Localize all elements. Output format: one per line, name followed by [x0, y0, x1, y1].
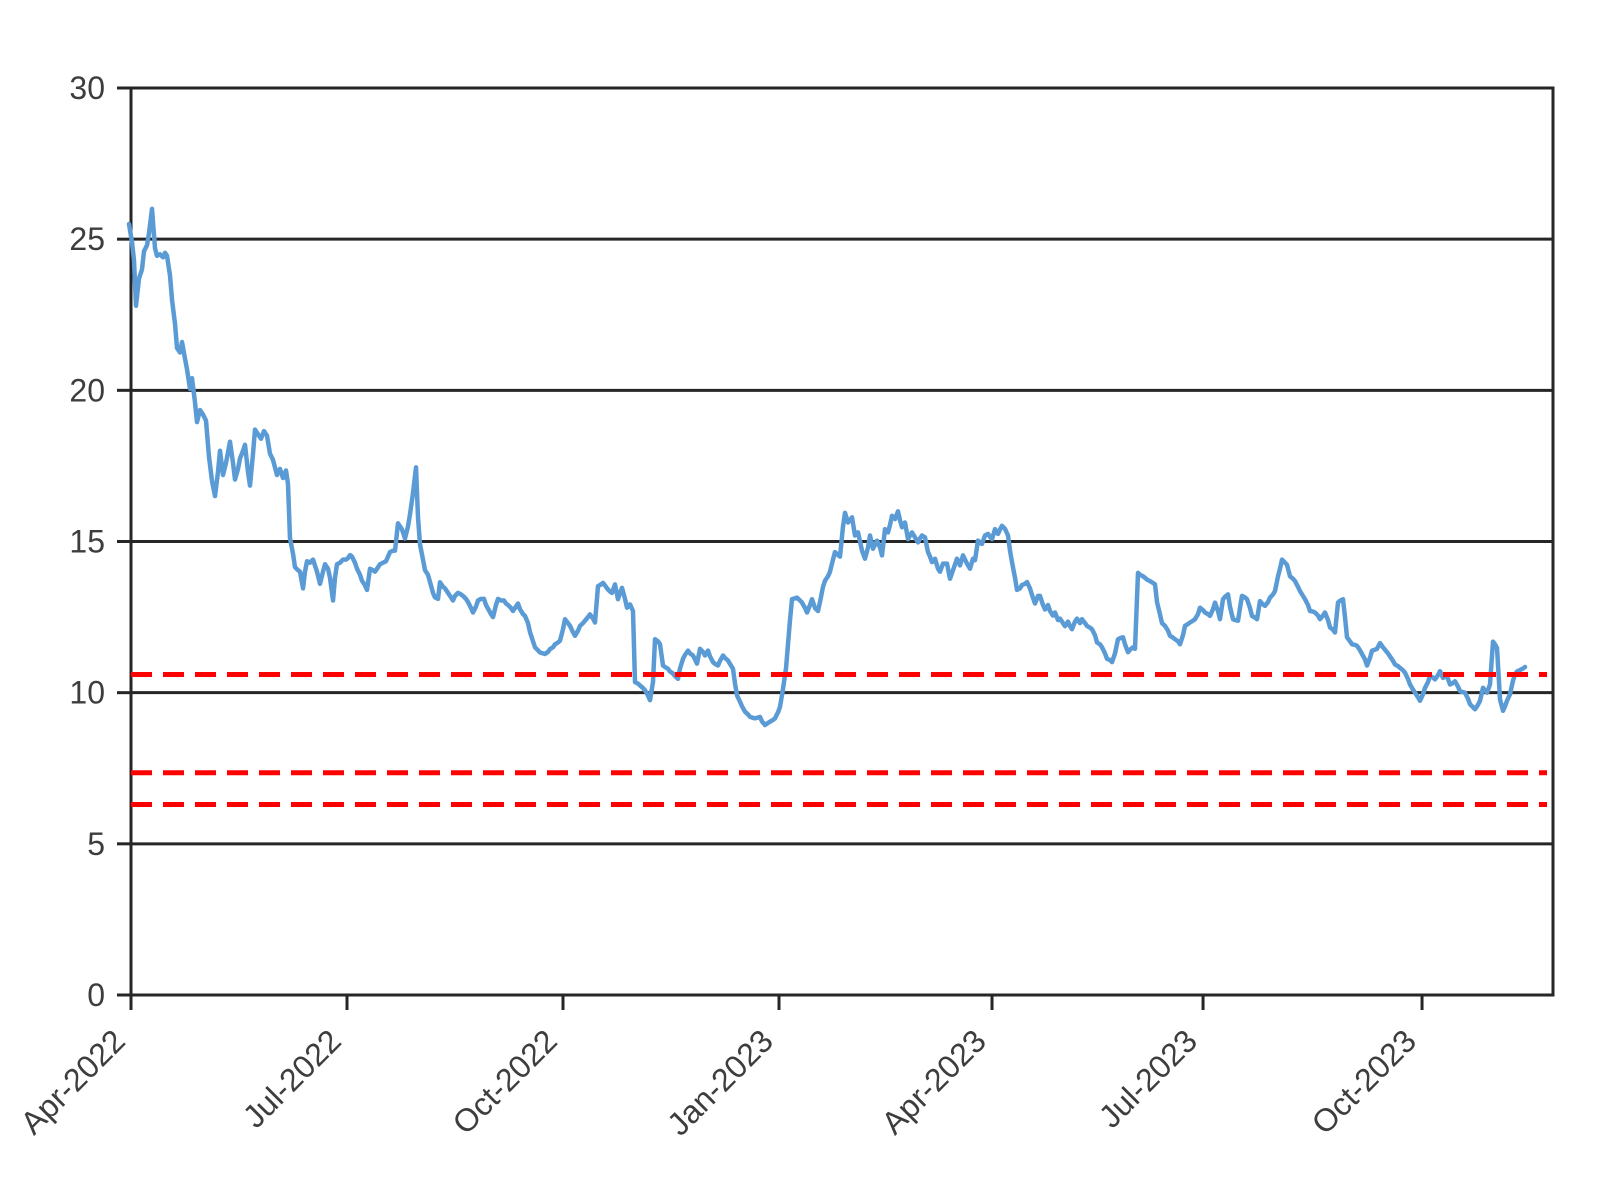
series-layer: [126, 206, 1528, 728]
y-axis-tick-label: 0: [87, 977, 105, 1013]
axis-ticks-layer: [117, 86, 1424, 1010]
x-axis-tick-label: Apr-2022: [13, 1022, 132, 1141]
y-axis-tick-label: 15: [69, 524, 105, 560]
y-axis-tick-label: 20: [69, 372, 105, 408]
x-axis-tick-label: Apr-2023: [874, 1022, 993, 1141]
price-series-line: [126, 206, 1528, 728]
x-axis-tick-label: Jul-2022: [236, 1022, 348, 1134]
y-axis-tick-label: 25: [69, 221, 105, 257]
x-axis-tick-label: Jan-2023: [660, 1022, 780, 1142]
y-axis-tick-label: 30: [69, 70, 105, 106]
y-axis-tick-label: 10: [69, 675, 105, 711]
x-axis-tick-label: Oct-2022: [445, 1022, 564, 1141]
y-axis-tick-label: 5: [87, 826, 105, 862]
axis-labels-layer: 0 5 10 15 20 25 30 Apr-2022 Jul-2022 Oct-2022 Jan-…: [13, 70, 1423, 1142]
reference-lines-layer: [131, 672, 1547, 808]
x-axis-tick-label: Jul-2023: [1092, 1022, 1204, 1134]
x-axis-tick-label: Oct-2023: [1304, 1022, 1423, 1141]
